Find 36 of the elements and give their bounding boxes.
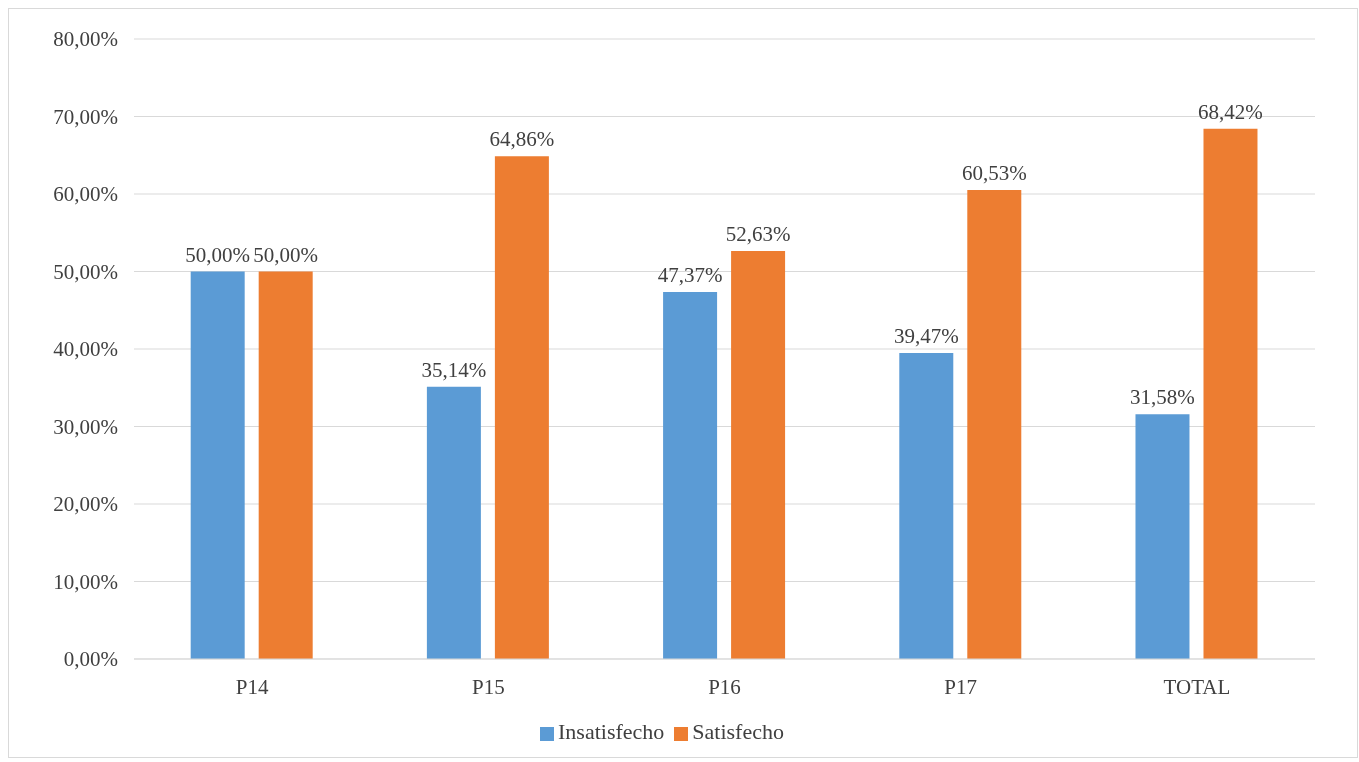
data-label: 50,00%	[185, 242, 251, 267]
data-label: 64,86%	[489, 127, 555, 152]
x-tick-label: P14	[235, 674, 269, 699]
bar	[1203, 128, 1258, 659]
bar	[967, 189, 1022, 659]
y-tick-label: 60,00%	[53, 182, 118, 207]
bar	[663, 291, 718, 659]
y-tick-label: 80,00%	[53, 27, 118, 52]
bar	[426, 386, 481, 659]
y-tick-label: 30,00%	[53, 414, 118, 439]
bar	[731, 251, 786, 659]
data-label: 60,53%	[961, 160, 1027, 185]
data-label: 47,37%	[657, 262, 723, 287]
bar	[899, 353, 954, 659]
bar	[1135, 414, 1190, 659]
x-tick-label: TOTAL	[1163, 674, 1231, 699]
x-tick-label: P17	[944, 674, 978, 699]
y-tick-label: 10,00%	[53, 569, 118, 594]
data-label: 68,42%	[1198, 99, 1263, 124]
x-tick-label: P16	[708, 674, 741, 699]
bar	[494, 156, 549, 659]
bar	[190, 271, 245, 659]
data-label: 39,47%	[893, 324, 959, 349]
data-label: 50,00%	[253, 242, 319, 267]
x-tick-label: P15	[471, 674, 505, 699]
data-label: 31,58%	[1130, 385, 1195, 410]
legend-label: Satisfecho	[692, 719, 784, 744]
bar	[258, 271, 313, 659]
data-label: 52,63%	[725, 222, 791, 247]
y-tick-label: 20,00%	[53, 492, 118, 517]
legend-label: Insatisfecho	[558, 719, 665, 744]
data-label: 35,14%	[421, 357, 487, 382]
y-tick-label: 40,00%	[53, 337, 118, 362]
y-tick-label: 0,00%	[63, 647, 118, 672]
y-tick-label: 50,00%	[53, 259, 118, 284]
y-tick-label: 70,00%	[53, 104, 118, 129]
